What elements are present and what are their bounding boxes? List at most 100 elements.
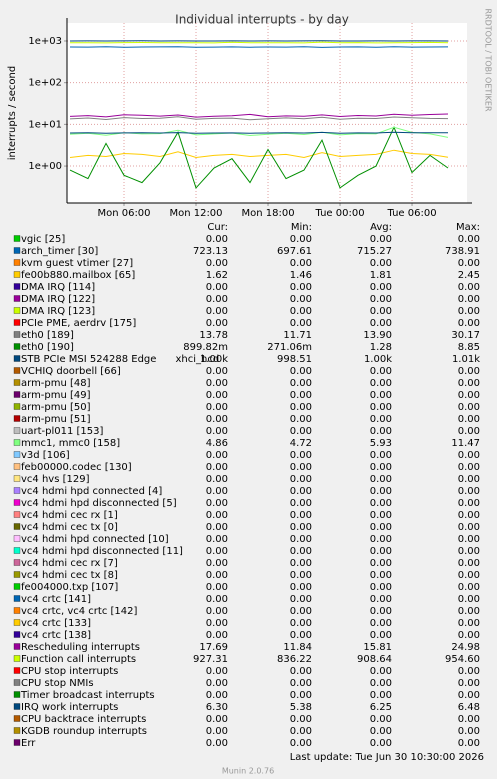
legend-value: 0.00 — [458, 522, 480, 533]
legend-value: 0.00 — [290, 294, 312, 305]
legend-value: 0.00 — [206, 522, 228, 533]
legend-value: 1.81 — [370, 270, 392, 281]
legend-value: 0.00 — [370, 582, 392, 593]
legend-value: 6.30 — [206, 702, 228, 713]
legend-value: 0.00 — [290, 366, 312, 377]
legend-swatch — [13, 715, 21, 722]
legend-value: 0.00 — [370, 690, 392, 701]
legend-name: DMA IRQ [114] — [21, 282, 95, 293]
legend-name: arm-pmu [49] — [21, 390, 91, 401]
legend-value: 0.00 — [206, 582, 228, 593]
legend-swatch — [13, 499, 21, 506]
y-axis-label: interrupts / second — [7, 66, 18, 160]
legend-value: 11.47 — [451, 438, 480, 449]
legend-value: 0.00 — [206, 726, 228, 737]
legend-value: 0.00 — [290, 678, 312, 689]
x-tick-label: Tue 00:00 — [314, 208, 364, 219]
legend-header: Avg: — [370, 222, 392, 233]
legend-value: 0.00 — [206, 690, 228, 701]
legend-swatch — [13, 295, 21, 302]
x-tick-label: Mon 18:00 — [241, 208, 294, 219]
legend-value: 0.00 — [370, 714, 392, 725]
legend-value: 0.00 — [206, 546, 228, 557]
legend-name: Function call interrupts — [21, 654, 136, 665]
legend-value: 0.00 — [458, 450, 480, 461]
legend-value: 0.00 — [370, 234, 392, 245]
series-line — [69, 116, 449, 121]
legend-swatch — [13, 283, 21, 290]
legend-value: 6.25 — [370, 702, 392, 713]
legend-value: 0.00 — [290, 630, 312, 641]
legend-value: 0.00 — [290, 606, 312, 617]
legend-value: 1.01k — [452, 354, 480, 365]
legend-value: 0.00 — [370, 558, 392, 569]
legend-value: 0.00 — [370, 546, 392, 557]
legend-swatch — [13, 547, 21, 554]
legend-value: 1.28 — [370, 342, 392, 353]
legend-value: 0.00 — [370, 594, 392, 605]
legend-value: 0.00 — [370, 738, 392, 749]
legend-value: 0.00 — [458, 426, 480, 437]
legend-value: 1.00k — [200, 354, 228, 365]
legend-value: 0.00 — [370, 498, 392, 509]
legend-swatch — [13, 487, 21, 494]
legend-swatch — [13, 571, 21, 578]
legend-value: 4.72 — [290, 438, 312, 449]
series-line — [69, 46, 449, 48]
legend-value: 0.00 — [290, 534, 312, 545]
legend-value: 0.00 — [290, 522, 312, 533]
legend-header: Cur: — [207, 222, 228, 233]
legend-value: 0.00 — [458, 462, 480, 473]
legend-swatch — [13, 655, 21, 662]
legend-value: 0.00 — [290, 582, 312, 593]
legend-name: PCIe PME, aerdrv [175] — [21, 318, 136, 329]
legend-value: 1.46 — [290, 270, 312, 281]
legend-swatch — [13, 235, 21, 242]
legend-name: vc4 hdmi hpd disconnected [5] — [21, 498, 177, 509]
legend-value: 0.00 — [370, 486, 392, 497]
legend-swatch — [13, 703, 21, 710]
legend-name: vc4 hdmi cec tx [8] — [21, 570, 118, 581]
legend-value: 0.00 — [206, 714, 228, 725]
legend-value: 0.00 — [290, 378, 312, 389]
legend-swatch — [13, 391, 21, 398]
legend-value: 15.81 — [363, 642, 392, 653]
series-line — [69, 113, 449, 118]
legend-value: 0.00 — [370, 318, 392, 329]
legend-value: 0.00 — [206, 234, 228, 245]
legend-value: 0.00 — [370, 618, 392, 629]
legend-value: 0.00 — [206, 390, 228, 401]
legend-value: 0.00 — [458, 678, 480, 689]
legend-value: 697.61 — [277, 246, 312, 257]
y-tick-label: 1e+01 — [28, 119, 62, 130]
legend-swatch — [13, 475, 21, 482]
legend-value: 0.00 — [206, 594, 228, 605]
side-text: RRDTOOL / TOBI OETIKER — [484, 8, 493, 111]
legend-name: vc4 crtc [141] — [21, 594, 91, 605]
legend-name: vgic [25] — [21, 234, 65, 245]
legend-name: Timer broadcast interrupts — [20, 690, 155, 701]
x-tick-label: Mon 06:00 — [97, 208, 150, 219]
legend-value: 30.17 — [451, 330, 480, 341]
legend-name: fe00b880.mailbox [65] — [21, 270, 135, 281]
legend-value: 0.00 — [206, 558, 228, 569]
legend-value: 0.00 — [290, 450, 312, 461]
legend-value: 738.91 — [445, 246, 480, 257]
legend-value: 1.00k — [364, 354, 392, 365]
y-tick-label: 1e+00 — [28, 161, 62, 172]
legend-value: 0.00 — [206, 510, 228, 521]
legend-name: vc4 crtc [138] — [21, 630, 91, 641]
legend-value: 0.00 — [458, 258, 480, 269]
legend-value: 13.78 — [199, 330, 228, 341]
legend-value: 1.62 — [206, 270, 228, 281]
legend-value: 0.00 — [458, 558, 480, 569]
legend-value: 0.00 — [206, 306, 228, 317]
legend-value: 0.00 — [290, 282, 312, 293]
legend-swatch — [13, 331, 21, 338]
legend-value: 0.00 — [370, 726, 392, 737]
legend-value: 0.00 — [458, 546, 480, 557]
legend-value: 927.31 — [193, 654, 228, 665]
legend-value: 0.00 — [458, 282, 480, 293]
legend-name: CPU stop interrupts — [21, 666, 118, 677]
legend-value: 0.00 — [290, 558, 312, 569]
